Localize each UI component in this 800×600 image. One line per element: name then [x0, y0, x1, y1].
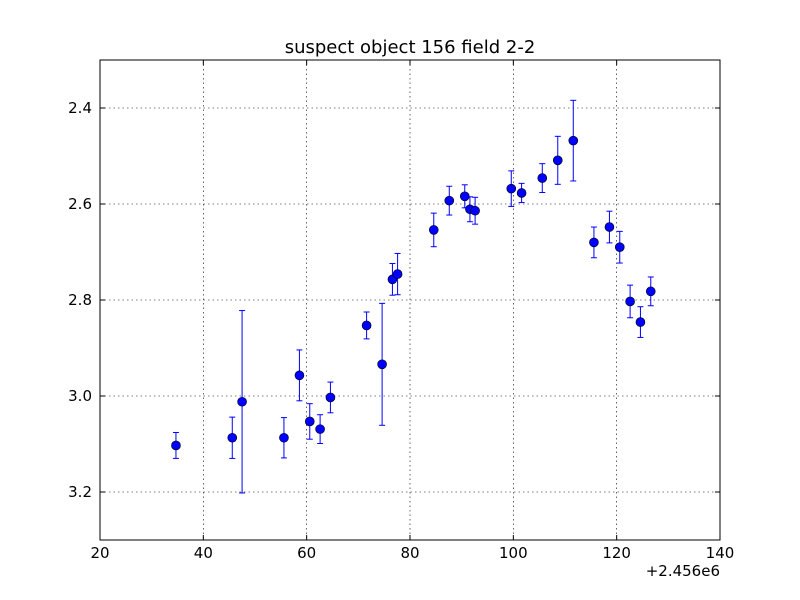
data-point — [506, 183, 517, 194]
data-point — [171, 440, 181, 451]
data-point — [470, 205, 480, 216]
data-point — [645, 286, 656, 297]
data-point — [325, 392, 336, 403]
data-point — [392, 269, 403, 279]
y-tick-label: 2.6 — [68, 195, 92, 213]
data-point — [568, 135, 579, 146]
data-point — [444, 195, 455, 206]
data-point — [537, 173, 548, 183]
x-tick-label: 120 — [602, 544, 631, 562]
data-point — [635, 317, 646, 327]
grid — [100, 60, 720, 540]
data-point — [516, 188, 527, 198]
data-point — [279, 432, 289, 443]
data-point — [361, 320, 372, 331]
y-tick-label: 3.0 — [68, 387, 92, 405]
data-point — [614, 242, 625, 252]
data-point — [315, 424, 325, 434]
data-point — [589, 237, 599, 248]
data-point — [552, 155, 563, 166]
data-point — [237, 396, 247, 407]
x-tick-label: 140 — [706, 544, 735, 562]
data-point — [377, 359, 387, 370]
y-tick-label: 2.4 — [68, 99, 92, 117]
y-tick-label: 3.2 — [68, 483, 92, 501]
data-point — [428, 225, 439, 235]
data-points — [171, 99, 656, 494]
data-point — [604, 222, 615, 232]
data-point — [304, 416, 315, 427]
chart-title: suspect object 156 field 2-2 — [285, 37, 536, 58]
x-tick-label: 60 — [297, 544, 316, 562]
x-axis-offset-label: +2.456e6 — [646, 562, 720, 580]
data-point — [227, 432, 238, 443]
x-tick-label: 40 — [194, 544, 213, 562]
y-tick-label: 2.8 — [68, 291, 92, 309]
x-tick-label: 80 — [400, 544, 419, 562]
ticks: 20 40 60 80 100 120 140 2.4 2.6 2.8 3.0 3.2 — [68, 60, 734, 562]
data-point — [625, 296, 635, 307]
x-tick-label: 20 — [90, 544, 109, 562]
data-point — [294, 370, 305, 381]
x-tick-label: 100 — [499, 544, 528, 562]
